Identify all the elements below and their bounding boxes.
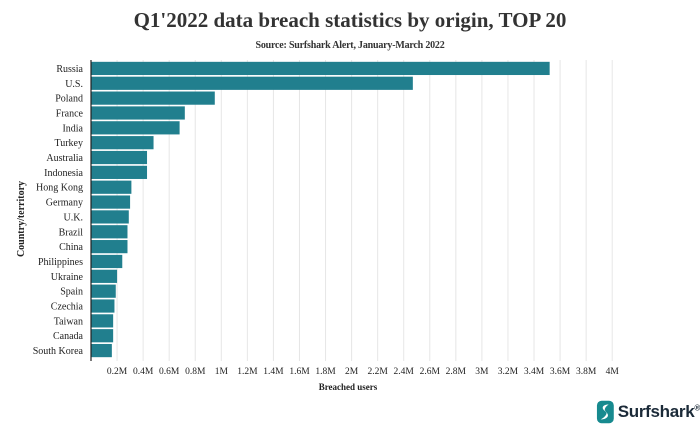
x-tick-label: 0.4M (133, 367, 154, 377)
bar-france (91, 106, 185, 120)
x-tick-label: 2.2M (367, 367, 388, 377)
x-tick-label: 0.2M (107, 367, 128, 377)
category-label: Germany (46, 198, 83, 209)
x-tick-labels: 0.2M 0.4M 0.6M 0.8M 1M 1.2M 1.4M 1.6M 1.8M 2M 2.2M… (107, 367, 619, 377)
category-label: China (59, 242, 83, 253)
x-tick-label: 2.6M (420, 367, 441, 377)
x-tick-label: 1.2M (237, 367, 258, 377)
chart-subtitle: Source: Surfshark Alert, January-March 2… (255, 40, 445, 51)
category-label: Australia (46, 153, 83, 164)
bar-australia (91, 150, 148, 165)
category-label: Brazil (59, 227, 84, 238)
registered-mark: ® (694, 403, 700, 413)
x-tick-label: 1M (215, 367, 229, 377)
bar-china (91, 240, 128, 254)
category-label: Hong Kong (36, 183, 83, 194)
surfshark-s-logo-icon (596, 400, 614, 424)
bar-indonesia (91, 165, 148, 179)
bar-canada (91, 329, 114, 343)
category-label: Indonesia (44, 168, 83, 179)
x-tick-label: 2.8M (446, 367, 467, 377)
x-tick-label: 0.8M (185, 367, 206, 377)
x-tick-label: 3.2M (498, 367, 519, 377)
brand-name: Surfshark (617, 402, 695, 421)
category-labels: Russia U.S. Poland France India Turkey Austral… (33, 64, 84, 357)
category-label: Czechia (51, 302, 84, 313)
category-label: Philippines (38, 257, 83, 268)
bar-turkey (91, 136, 154, 150)
chart-title: Q1'2022 data breach statistics by origin… (133, 8, 567, 32)
bar-hong-kong (91, 180, 132, 194)
x-tick-label: 3.6M (550, 367, 571, 377)
bar-brazil (91, 225, 128, 239)
grid-lines (116, 60, 613, 361)
bar-u-k (91, 210, 129, 224)
category-label: India (62, 123, 83, 134)
bar-poland (91, 91, 215, 105)
bar-spain (91, 284, 116, 298)
x-tick-label: 2M (345, 367, 359, 377)
x-tick-label: 3.4M (524, 367, 545, 377)
x-tick-label: 0.6M (159, 367, 180, 377)
x-tick-label: 3.8M (576, 367, 597, 377)
bar-czechia (91, 299, 115, 313)
bar-india (91, 121, 180, 135)
category-label: U.K. (64, 212, 83, 223)
x-tick-label: 2.4M (394, 367, 415, 377)
category-label: Russia (56, 64, 83, 75)
surfshark-logo: Surfshark® (596, 398, 700, 426)
category-label: Canada (53, 331, 84, 342)
bar-u-s (91, 76, 413, 90)
bar-ukraine (91, 269, 118, 283)
bar-germany (91, 195, 131, 209)
x-tick-label: 4M (606, 367, 620, 377)
bars (91, 61, 550, 358)
bar-taiwan (91, 314, 114, 328)
category-label: Poland (55, 94, 83, 105)
x-tick-label: 1.8M (315, 367, 336, 377)
category-label: Taiwan (54, 316, 83, 327)
bar-philippines (91, 254, 123, 269)
category-label: U.S. (65, 79, 83, 90)
x-tick-label: 1.6M (289, 367, 310, 377)
category-label: South Korea (33, 346, 84, 357)
bar-russia (91, 61, 550, 76)
x-tick-label: 3M (475, 367, 489, 377)
x-axis-title: Breached users (319, 382, 378, 392)
category-label: Spain (60, 287, 83, 298)
category-label: France (56, 108, 84, 119)
category-label: Turkey (54, 138, 83, 149)
x-tick-label: 1.4M (263, 367, 284, 377)
category-label: Ukraine (51, 272, 84, 283)
y-axis-title: Country/territory (16, 181, 27, 257)
bar-south-korea (91, 343, 112, 358)
